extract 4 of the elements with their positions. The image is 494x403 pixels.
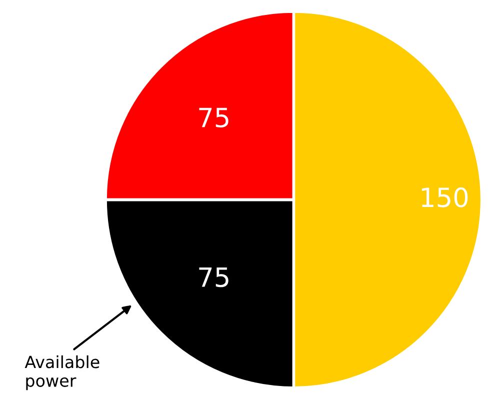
data-label: 75 [199, 108, 228, 128]
data-label: 75 [199, 268, 228, 288]
text: Available power [24, 355, 100, 390]
data-label: 150 [422, 187, 468, 208]
